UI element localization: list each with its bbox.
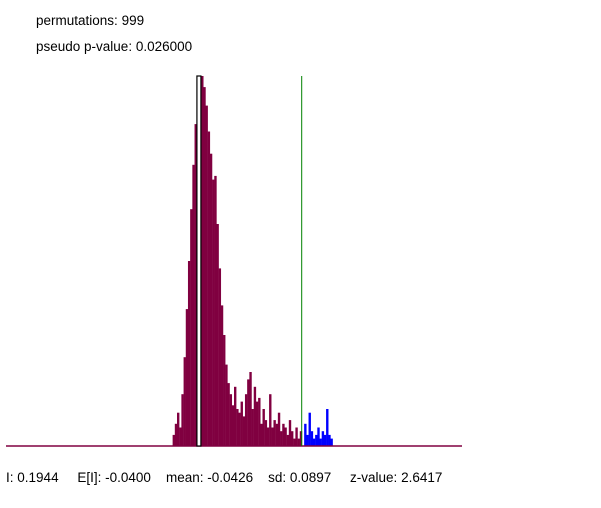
histogram-bar <box>258 397 261 446</box>
histogram-bar <box>319 438 322 446</box>
histogram-bar <box>328 434 331 446</box>
histogram-bar <box>236 409 239 446</box>
histogram-bar <box>190 209 193 446</box>
pseudo-p-value-value: 0.026000 <box>135 39 193 54</box>
histogram-bar <box>291 431 294 446</box>
pseudo-p-value-line: pseudo p-value: 0.026000 <box>36 39 192 55</box>
histogram-bar <box>312 438 316 446</box>
histogram-bar <box>174 423 178 446</box>
histogram-bar <box>323 434 327 446</box>
histogram-bar <box>212 179 215 446</box>
histogram-bar <box>310 431 314 446</box>
histogram-bar <box>262 409 265 446</box>
histogram-bar <box>223 335 226 446</box>
histogram-bar <box>253 386 257 446</box>
histogram-bar <box>229 394 233 446</box>
histogram-bar <box>207 131 211 446</box>
histogram-bar <box>234 386 237 446</box>
pseudo-p-value-label: pseudo p-value: <box>36 39 133 54</box>
histogram-bar <box>288 420 292 446</box>
histogram-bar <box>264 420 268 446</box>
histogram-bar <box>214 175 217 446</box>
histogram-bar <box>185 309 189 446</box>
histogram-bar <box>295 427 298 446</box>
histogram-bar <box>244 394 248 446</box>
histogram-bar <box>172 434 176 446</box>
histogram-bar <box>187 261 191 446</box>
histogram-bar <box>240 401 243 446</box>
sd-value: 0.0897 <box>289 470 332 485</box>
histogram-bar <box>308 412 311 446</box>
histogram-bar <box>266 427 270 446</box>
histogram-bar <box>183 357 186 446</box>
permutations-value: 999 <box>121 13 145 28</box>
histogram-bar <box>321 431 325 446</box>
histogram-bar <box>275 423 279 446</box>
histogram-bar <box>286 434 290 446</box>
histogram-bar <box>247 379 250 446</box>
histogram-bars <box>172 76 333 447</box>
histogram-bar <box>227 383 230 446</box>
permutations-label: permutations: <box>36 13 118 28</box>
sd-label: sd: <box>268 470 287 485</box>
histogram-bar <box>192 164 195 447</box>
i-value: 0.1944 <box>17 470 59 485</box>
histogram-bar <box>330 438 333 446</box>
histogram-bar <box>260 423 263 446</box>
histogram-bar <box>277 412 281 446</box>
histogram-bar <box>203 87 206 446</box>
histogram-bar <box>315 434 318 446</box>
histogram-bar <box>317 427 320 446</box>
histogram-bar <box>255 401 259 446</box>
statistics-summary: I: 0.1944 E[I]: -0.0400 mean: -0.0426 sd… <box>6 470 442 486</box>
mean-value: -0.0426 <box>207 470 254 485</box>
histogram-bar <box>238 412 241 446</box>
histogram-bar <box>177 412 180 446</box>
histogram-bar <box>179 427 182 446</box>
histogram-bar <box>209 153 213 446</box>
histogram-bar <box>326 409 329 446</box>
histogram-bar <box>282 423 285 446</box>
histogram-bar <box>306 434 309 446</box>
histogram-bar <box>273 420 276 446</box>
expected-i-marker <box>196 75 202 447</box>
histogram-bar <box>220 305 224 446</box>
histogram-bar <box>284 427 287 446</box>
histogram-bar <box>249 372 252 446</box>
histogram-bar <box>194 124 197 446</box>
histogram-bar <box>271 427 274 446</box>
histogram-bar <box>299 431 303 446</box>
mean-label: mean: <box>166 470 204 485</box>
histogram-bar <box>297 438 300 446</box>
histogram-bar <box>181 394 184 446</box>
histogram-bar <box>269 394 272 446</box>
ei-label: E[I]: <box>77 470 102 485</box>
histogram-bar <box>201 76 204 446</box>
z-value-value: 2.6417 <box>401 470 443 485</box>
histogram-bar <box>216 224 219 446</box>
histogram-bar <box>218 268 222 446</box>
histogram-bar <box>242 416 246 446</box>
i-label: I: <box>6 470 14 485</box>
histogram-bar <box>304 423 307 446</box>
histogram-bar <box>231 405 235 446</box>
histogram-bar <box>293 438 296 446</box>
z-value-label: z-value: <box>350 470 398 485</box>
histogram-bar <box>205 105 208 446</box>
histogram-bar <box>251 409 254 446</box>
histogram-bar <box>280 431 283 446</box>
ei-value: -0.0400 <box>105 470 151 485</box>
histogram-bar <box>225 364 228 446</box>
permutations-line: permutations: 999 <box>36 13 144 29</box>
